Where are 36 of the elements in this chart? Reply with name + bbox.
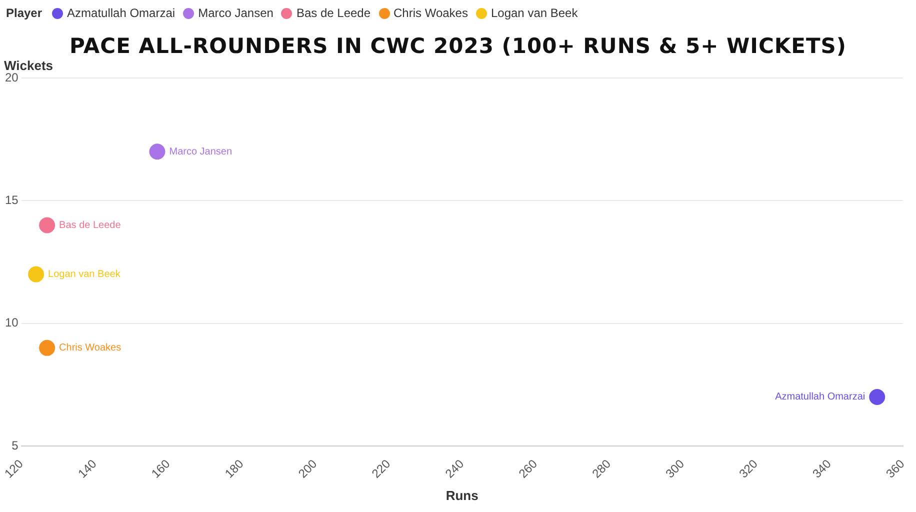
x-tick-label: 220: [369, 456, 394, 481]
text: Azmatullah Omarzai: [775, 392, 866, 403]
x-axis-title: Runs: [446, 488, 478, 503]
point: [149, 144, 166, 160]
x-tick-label: 280: [589, 456, 614, 481]
point: [39, 340, 56, 356]
x-tick-label: 140: [75, 456, 100, 481]
y-tick-label: 15: [4, 193, 19, 207]
y-tick-label: 20: [4, 70, 19, 84]
text: Chris Woakes: [59, 342, 122, 354]
x-tick-label: 320: [736, 456, 761, 481]
legend-label: Bas de Leede: [296, 6, 371, 20]
x-tick-label: 300: [662, 456, 688, 481]
x-tick-label: 120: [2, 456, 26, 481]
text: Marco Jansen: [169, 146, 232, 158]
x-tick-label: 260: [516, 456, 540, 481]
point: [28, 266, 44, 282]
x-tick-label: 200: [296, 456, 320, 481]
legend-title: Player: [6, 6, 42, 20]
x-tick-label: 160: [148, 456, 173, 481]
chart-title: PACE ALL-ROUNDERS IN CWC 2023 (100+ RUNS & 5+ WICKETS): [68, 34, 848, 58]
legend-label: Azmatullah Omarzai: [67, 6, 176, 20]
point: [869, 388, 886, 405]
legend-label: Chris Woakes: [394, 6, 468, 20]
y-axis-title: Wickets: [4, 58, 54, 73]
x-tick-label: 360: [883, 456, 908, 481]
text: Bas de Leede: [59, 220, 121, 231]
point: [39, 217, 56, 234]
x-tick-label: 180: [222, 456, 246, 481]
legend-label: Logan van Beek: [490, 6, 578, 20]
x-tick-label: 240: [442, 456, 467, 481]
y-tick-label: 10: [4, 316, 19, 330]
x-tick-label: 340: [810, 456, 834, 481]
legend-label: Marco Jansen: [198, 6, 274, 20]
y-tick-label: 5: [12, 438, 19, 452]
text: Logan van Beek: [48, 269, 120, 280]
